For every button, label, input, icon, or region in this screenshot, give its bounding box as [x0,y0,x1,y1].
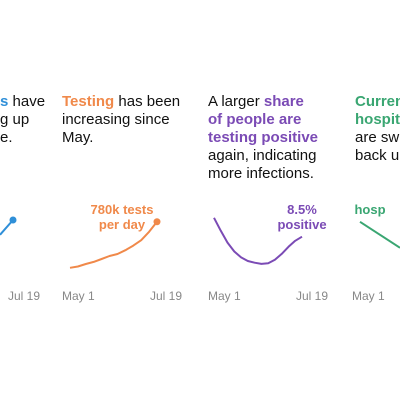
title-span: of people are [208,111,301,128]
title-span: s [0,93,8,110]
title-span: have [8,93,45,110]
panel-title: A larger share [208,93,304,110]
panel-title: g up [0,111,29,128]
panel-title: hospit [355,111,400,128]
title-span: share [264,93,304,110]
title-span: has been [114,93,180,110]
panel-title: May. [62,129,93,146]
title-span: more infections. [208,165,314,182]
title-span: A larger [208,93,264,110]
trend-line [69,221,158,269]
title-span: g up [0,111,29,128]
end-dot [153,218,161,226]
panel-title: of people are [208,111,301,128]
x-tick-label: Jul 19 [8,289,40,303]
panel-title: e. [0,129,13,146]
title-span: e. [0,129,13,146]
x-tick-label: May 1 [62,289,95,303]
annotation: 8.5% [287,202,317,217]
title-span: hospit [355,111,400,128]
annotation: hosp [354,202,385,217]
x-tick-label: Jul 19 [296,289,328,303]
x-tick-label: May 1 [208,289,241,303]
panel-title: s have [0,93,45,110]
annotation: positive [277,217,326,232]
x-tick-label: Jul 19 [150,289,182,303]
title-span: increasing since [62,111,170,128]
trend-line [213,217,303,265]
title-span: again, indicating [208,147,316,164]
title-span: are sw [355,129,399,146]
title-span: Testing [62,93,114,110]
title-span: Curren [355,93,400,110]
x-tick-label: May 1 [352,289,385,303]
panel-title: back u [355,147,399,164]
title-span: testing positive [208,129,318,146]
panel-title: more infections. [208,165,314,182]
panel-title: Curren [355,93,400,110]
annotation: 780k tests [91,202,154,217]
panel-title: testing positive [208,129,318,146]
trend-line [359,220,400,249]
panel-title: Testing has been [62,93,180,110]
panel-title: increasing since [62,111,170,128]
annotation: per day [99,217,146,232]
end-dot [9,216,17,224]
panel-title: again, indicating [208,147,316,164]
panel-title: are sw [355,129,399,146]
title-span: May. [62,129,93,146]
title-span: back u [355,147,399,164]
